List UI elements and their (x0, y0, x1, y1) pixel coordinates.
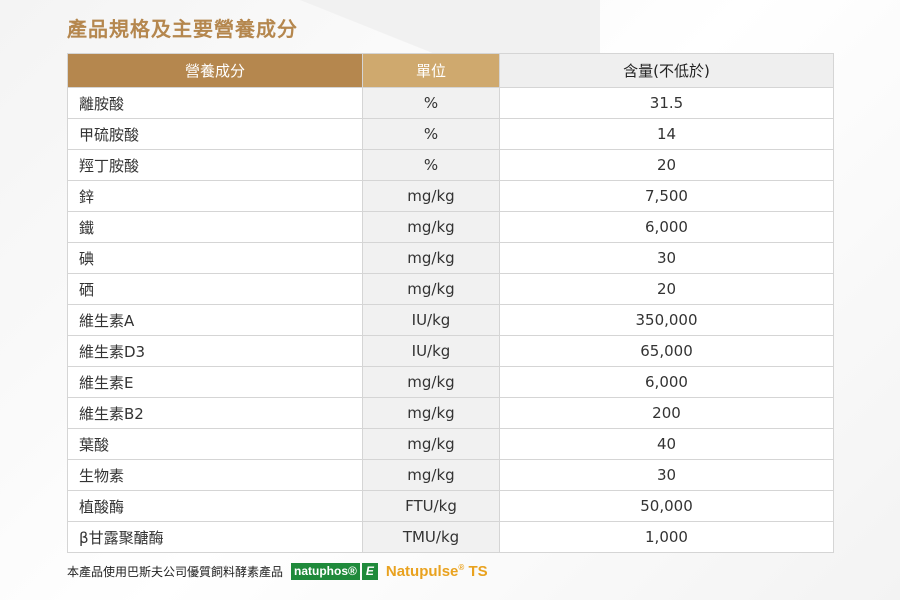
table-row: 生物素 mg/kg 30 (67, 459, 834, 491)
unit-cell: mg/kg (362, 211, 500, 243)
unit-cell: TMU/kg (362, 521, 500, 553)
nutrient-cell: 鐵 (67, 211, 363, 243)
table-row: 鋅 mg/kg 7,500 (67, 180, 834, 212)
value-cell: 20 (499, 149, 834, 181)
table-row: 維生素E mg/kg 6,000 (67, 366, 834, 398)
footer-text: 本產品使用巴斯夫公司優質飼料酵素產品 (67, 565, 284, 579)
unit-cell: mg/kg (362, 242, 500, 274)
unit-cell: IU/kg (362, 335, 500, 367)
nutrient-cell: 維生素D3 (67, 335, 363, 367)
header-nutrient: 營養成分 (67, 53, 363, 88)
value-cell: 65,000 (499, 335, 834, 367)
nutrient-cell: 植酸酶 (67, 490, 363, 522)
nutrient-cell: 離胺酸 (67, 87, 363, 119)
nutrient-cell: 維生素B2 (67, 397, 363, 429)
nutrient-cell: 維生素A (67, 304, 363, 336)
nutrient-cell: 甲硫胺酸 (67, 118, 363, 150)
value-cell: 31.5 (499, 87, 834, 119)
value-cell: 200 (499, 397, 834, 429)
value-cell: 1,000 (499, 521, 834, 553)
value-cell: 350,000 (499, 304, 834, 336)
table-row: 離胺酸% 31.5 (67, 87, 834, 119)
table-row: 甲硫胺酸% 14 (67, 118, 834, 150)
nutrient-cell: 葉酸 (67, 428, 363, 460)
nutrition-table: 營養成分 單位 含量(不低於) 離胺酸% 31.5 甲硫胺酸% 14 羥丁胺酸% 20 鋅 m… (67, 53, 834, 553)
nutrient-cell: 維生素E (67, 366, 363, 398)
table-row: 維生素A IU/kg 350,000 (67, 304, 834, 336)
nutrient-cell: 羥丁胺酸 (67, 149, 363, 181)
header-unit: 單位 (362, 53, 500, 88)
table-row: 碘 mg/kg 30 (67, 242, 834, 274)
unit-cell: % (362, 118, 500, 150)
nutrient-cell: 鋅 (67, 180, 363, 212)
nutrient-cell: 碘 (67, 242, 363, 274)
value-cell: 14 (499, 118, 834, 150)
header-content: 含量(不低於) (499, 53, 834, 88)
value-cell: 6,000 (499, 211, 834, 243)
natuphos-logo: natuphos® E (291, 563, 378, 580)
unit-cell: mg/kg (362, 459, 500, 491)
table-row: 鐵 mg/kg 6,000 (67, 211, 834, 243)
value-cell: 40 (499, 428, 834, 460)
value-cell: 6,000 (499, 366, 834, 398)
table-row: 植酸酶 FTU/kg 50,000 (67, 490, 834, 522)
unit-cell: FTU/kg (362, 490, 500, 522)
natupulse-logo: Natupulse® TS (385, 563, 488, 580)
unit-cell: IU/kg (362, 304, 500, 336)
unit-cell: mg/kg (362, 366, 500, 398)
nutrient-cell: β甘露聚醣酶 (67, 521, 363, 553)
value-cell: 20 (499, 273, 834, 305)
page-title: 產品規格及主要營養成分 (67, 17, 298, 41)
nutrient-cell: 硒 (67, 273, 363, 305)
table-row: β甘露聚醣酶 TMU/kg 1,000 (67, 521, 834, 553)
table-row: 維生素D3 IU/kg 65,000 (67, 335, 834, 367)
unit-cell: mg/kg (362, 180, 500, 212)
footer: 本產品使用巴斯夫公司優質飼料酵素產品 natuphos® E Natupulse… (67, 563, 488, 580)
table-header-row: 營養成分 單位 含量(不低於) (67, 53, 834, 88)
value-cell: 7,500 (499, 180, 834, 212)
unit-cell: % (362, 149, 500, 181)
value-cell: 50,000 (499, 490, 834, 522)
value-cell: 30 (499, 459, 834, 491)
unit-cell: mg/kg (362, 273, 500, 305)
table-row: 羥丁胺酸% 20 (67, 149, 834, 181)
unit-cell: mg/kg (362, 397, 500, 429)
table-row: 維生素B2 mg/kg 200 (67, 397, 834, 429)
unit-cell: % (362, 87, 500, 119)
table-row: 葉酸 mg/kg 40 (67, 428, 834, 460)
table-row: 硒 mg/kg 20 (67, 273, 834, 305)
unit-cell: mg/kg (362, 428, 500, 460)
nutrient-cell: 生物素 (67, 459, 363, 491)
value-cell: 30 (499, 242, 834, 274)
